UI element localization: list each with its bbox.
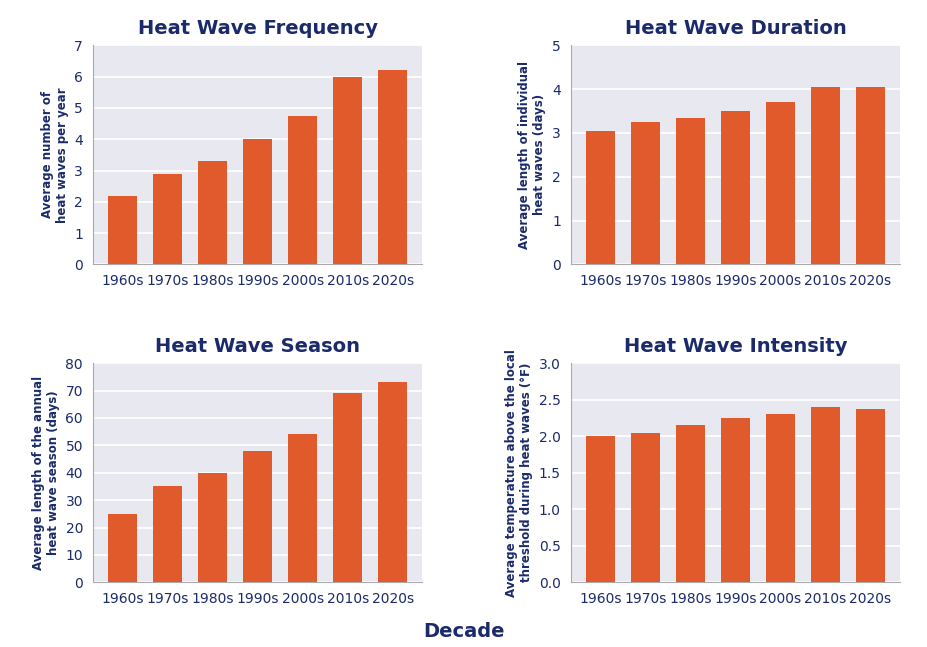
Bar — [243, 451, 272, 582]
Bar — [287, 434, 317, 582]
Bar — [153, 173, 182, 265]
Bar — [630, 122, 659, 265]
Bar — [810, 407, 839, 582]
Bar — [197, 473, 227, 582]
Bar — [585, 131, 615, 265]
Bar — [377, 382, 407, 582]
Y-axis label: Average length of the annual
heat wave season (days): Average length of the annual heat wave s… — [32, 376, 60, 570]
Bar — [333, 76, 362, 265]
Bar — [153, 487, 182, 582]
Y-axis label: Average temperature above the local
threshold during heat waves (°F): Average temperature above the local thre… — [505, 349, 533, 597]
Bar — [765, 102, 794, 265]
Bar — [765, 414, 794, 582]
Bar — [377, 71, 407, 265]
Bar — [720, 418, 749, 582]
Bar — [810, 87, 839, 265]
Title: Heat Wave Season: Heat Wave Season — [155, 337, 360, 356]
Y-axis label: Average length of individual
heat waves (days): Average length of individual heat waves … — [518, 61, 546, 249]
Bar — [243, 139, 272, 265]
Bar — [585, 436, 615, 582]
Bar — [630, 433, 659, 582]
Title: Heat Wave Duration: Heat Wave Duration — [624, 19, 845, 38]
Bar — [108, 514, 137, 582]
Bar — [720, 111, 749, 265]
Title: Heat Wave Frequency: Heat Wave Frequency — [137, 19, 377, 38]
Bar — [287, 116, 317, 265]
Title: Heat Wave Intensity: Heat Wave Intensity — [623, 337, 846, 356]
Text: Decade: Decade — [423, 622, 504, 641]
Bar — [855, 409, 884, 582]
Bar — [333, 393, 362, 582]
Bar — [675, 425, 705, 582]
Bar — [197, 161, 227, 265]
Bar — [675, 118, 705, 265]
Bar — [855, 87, 884, 265]
Bar — [108, 195, 137, 265]
Y-axis label: Average number of
heat waves per year: Average number of heat waves per year — [41, 87, 69, 223]
